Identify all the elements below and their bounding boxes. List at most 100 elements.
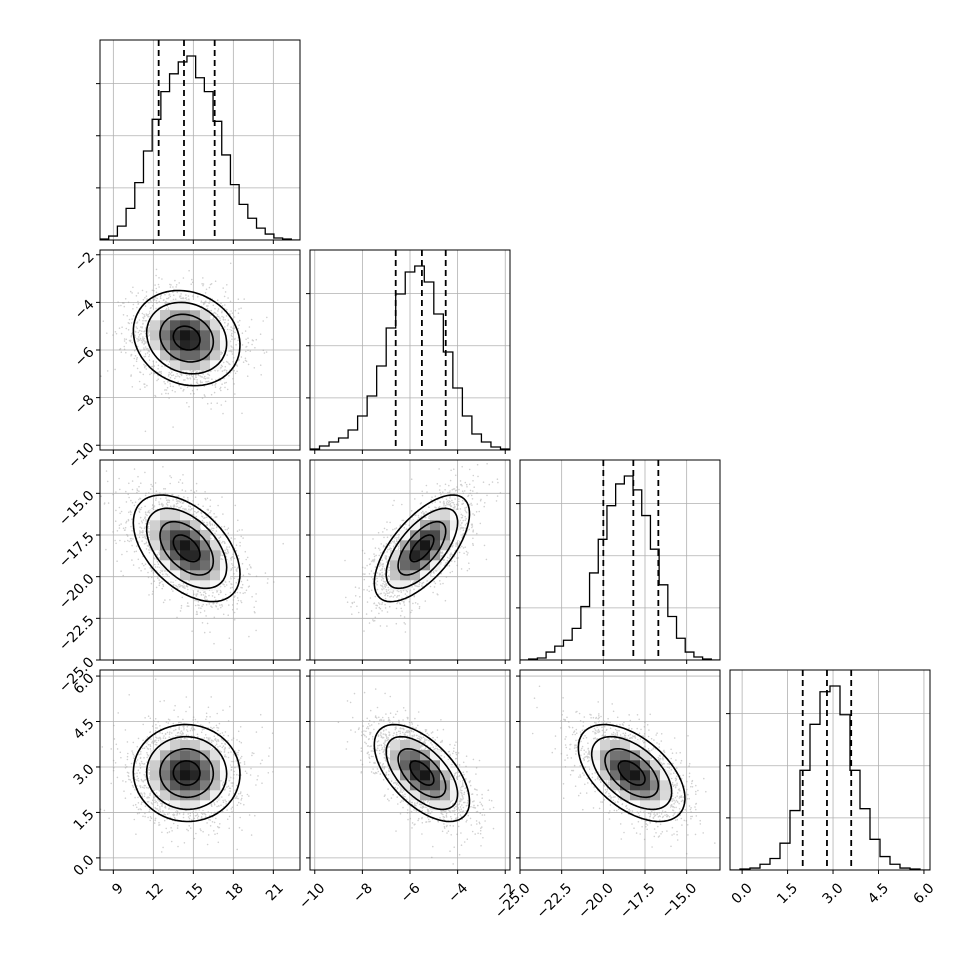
density-cell <box>190 790 201 801</box>
contour-3 <box>132 289 241 387</box>
y-tick-label-3-2: 3.0 <box>71 761 98 788</box>
density-cell <box>200 790 211 801</box>
density-cell <box>200 330 211 341</box>
density-cell <box>150 330 161 341</box>
density-cell <box>180 330 191 341</box>
density-cell <box>190 550 201 561</box>
density-cell <box>170 800 181 811</box>
plot-area <box>344 462 502 633</box>
density-cell <box>160 350 171 361</box>
density-cell <box>200 780 211 791</box>
density-cell <box>210 360 221 371</box>
plot-area <box>100 40 300 240</box>
contour-2 <box>145 301 228 375</box>
density-cell <box>150 780 161 791</box>
density-cell <box>430 770 441 781</box>
y-tick-label-2-3: −17.5 <box>56 529 98 571</box>
density-cell <box>190 530 201 541</box>
density-cell <box>180 800 191 811</box>
x-tick-label-0-2: 15 <box>183 880 207 904</box>
density-cell <box>170 530 181 541</box>
x-tick-label-2-4: −15.0 <box>659 880 701 922</box>
density-cell <box>180 530 191 541</box>
density-cell <box>410 760 421 771</box>
density-cell <box>200 360 211 371</box>
density-cell <box>400 530 411 541</box>
density-cell <box>180 770 191 781</box>
density-cell <box>400 760 411 771</box>
density-cell <box>170 560 181 571</box>
density-cell <box>180 570 191 581</box>
density-cell <box>190 310 201 321</box>
density-cell <box>660 780 671 791</box>
plot-area <box>730 670 930 870</box>
density-cell <box>390 560 401 571</box>
density-cell <box>180 300 191 311</box>
contour-1 <box>159 313 215 363</box>
contour-1 <box>604 748 660 799</box>
scatter-panel-1-0: −10 −8 −6 −4 −2 <box>65 249 301 472</box>
density-cell <box>210 320 221 331</box>
density-cell <box>180 350 191 361</box>
scatter-panel-3-0: 9 12 15 18 210.01.53.04.56.0 <box>71 669 301 904</box>
density-cell <box>170 750 181 761</box>
density-cell <box>190 770 201 781</box>
density-cell <box>210 540 221 551</box>
density-cell <box>430 780 441 791</box>
contour-0 <box>172 325 201 351</box>
histogram-1 <box>310 265 510 450</box>
density-cell <box>420 530 431 541</box>
density-cell <box>430 560 441 571</box>
scatter-panel-2-0: −25.0−22.5−20.0−17.5−15.0 <box>56 459 301 696</box>
density-cell <box>210 750 221 761</box>
y-tick-label-3-3: 4.5 <box>71 716 98 743</box>
density-cell <box>400 750 411 761</box>
contour-1 <box>159 520 215 576</box>
density-cell <box>430 790 441 801</box>
density-cell <box>180 740 191 751</box>
density-cell <box>420 570 431 581</box>
y-tick-label-1-4: −2 <box>72 249 98 275</box>
density-cell <box>610 740 621 751</box>
density-cell <box>150 520 161 531</box>
hist-panel-3: 0.0 1.5 3.0 4.5 6.0 <box>726 669 938 907</box>
density-cell <box>440 790 451 801</box>
density-cell <box>640 800 651 811</box>
density-cell <box>400 550 411 561</box>
density-cell <box>620 790 631 801</box>
density-cell <box>150 540 161 551</box>
density-cell <box>160 550 171 561</box>
y-tick-label-1-3: −4 <box>72 297 98 323</box>
density-cell <box>410 780 421 791</box>
density-cell <box>430 510 441 521</box>
density-cell <box>410 550 421 561</box>
density-cell <box>220 770 231 781</box>
density-cell <box>210 550 221 561</box>
y-tick-label-3-0: 0.0 <box>71 852 98 879</box>
density-cell <box>600 770 611 781</box>
contour-3 <box>373 723 471 823</box>
panel-frame <box>519 459 721 661</box>
density-cell <box>160 750 171 761</box>
x-tick-label-2-3: −17.5 <box>617 880 659 922</box>
density-cell <box>450 790 461 801</box>
density-cell <box>410 740 421 751</box>
density-cell <box>190 740 201 751</box>
density-cell <box>150 770 161 781</box>
density-cell <box>190 580 201 591</box>
y-tick-label-2-4: −15.0 <box>56 488 98 530</box>
panel-frame <box>729 669 931 871</box>
density-cell <box>150 760 161 771</box>
density-cell <box>400 560 411 571</box>
contour-0 <box>172 760 201 786</box>
panel-frame <box>99 39 301 241</box>
density-cell <box>450 520 461 531</box>
density-cell <box>170 510 181 521</box>
density-cell <box>160 740 171 751</box>
density-cell <box>390 580 401 591</box>
panel-frame <box>519 669 721 871</box>
hist-panel-1 <box>306 249 511 454</box>
plot-area <box>100 466 285 651</box>
density-cell <box>200 320 211 331</box>
density-cell <box>200 540 211 551</box>
